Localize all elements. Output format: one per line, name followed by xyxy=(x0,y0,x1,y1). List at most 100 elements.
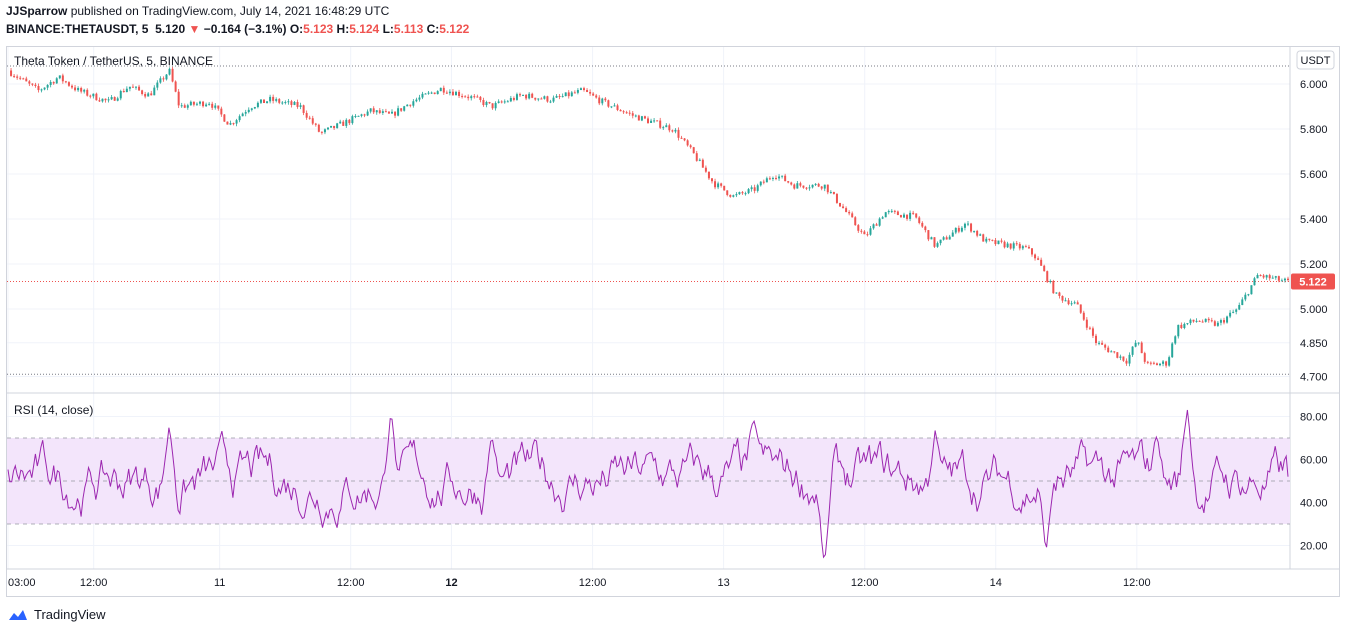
candle-body xyxy=(83,89,86,92)
time-axis-labels[interactable]: 03:00 12:00 11 12:00 12 12:00 13 12:00 14 12:00 xyxy=(8,577,1151,589)
candle-body xyxy=(101,98,104,102)
candle-body xyxy=(790,182,793,185)
candle-body xyxy=(1207,318,1210,321)
candle-body xyxy=(750,187,753,190)
footer-brand[interactable]: TradingView xyxy=(8,607,106,622)
candle-body xyxy=(186,105,189,108)
candle-body xyxy=(1058,292,1061,296)
rsi-axis-labels[interactable]: 80.00 60.00 40.00 20.00 xyxy=(1300,412,1328,553)
candle-body xyxy=(890,210,893,212)
time-tick-label: 12:00 xyxy=(1123,577,1151,589)
candle-body xyxy=(656,120,659,122)
candle-body xyxy=(506,101,509,103)
candle-body xyxy=(1216,322,1219,326)
candle-body xyxy=(860,230,863,232)
candle-body xyxy=(1235,309,1238,312)
candle-body xyxy=(406,104,409,107)
candle-body xyxy=(979,234,982,236)
candle-body xyxy=(238,116,241,121)
candle-body xyxy=(1244,294,1247,300)
candle-body xyxy=(756,185,759,191)
candle-body xyxy=(1168,357,1171,366)
candle-body xyxy=(903,214,905,218)
candle-body xyxy=(400,108,403,111)
candle-body xyxy=(107,99,110,101)
candle-body xyxy=(592,93,595,96)
candle-body xyxy=(930,237,933,240)
candle-body xyxy=(967,223,969,225)
candle-body xyxy=(177,91,180,106)
candle-body xyxy=(936,243,939,247)
candle-body xyxy=(997,240,1000,245)
candle-body xyxy=(1113,351,1116,353)
candle-body xyxy=(509,98,512,102)
candle-body xyxy=(704,167,707,172)
candle-body xyxy=(394,111,397,116)
candle-body xyxy=(448,91,451,94)
candle-body xyxy=(1180,324,1183,328)
candle-body xyxy=(86,89,89,96)
candle-body xyxy=(1165,361,1168,366)
candle-body xyxy=(832,191,835,194)
candle-body xyxy=(278,99,281,103)
candle-body xyxy=(397,108,400,116)
candle-body xyxy=(1283,278,1286,281)
candle-body xyxy=(366,111,369,116)
publish-info: JJSparrow published on TradingView.com, … xyxy=(6,4,389,18)
candle-body xyxy=(232,123,235,125)
candle-body xyxy=(1192,319,1195,322)
candle-body xyxy=(1082,312,1085,320)
candle-body xyxy=(817,183,820,187)
time-tick-label: 12:00 xyxy=(851,577,879,589)
candle-body xyxy=(1061,295,1064,301)
candle-body xyxy=(266,101,269,104)
low-label: L: xyxy=(382,22,394,36)
candle-body xyxy=(1079,304,1082,313)
candle-body xyxy=(1015,243,1018,245)
candle-body xyxy=(22,78,25,80)
candle-body xyxy=(948,236,951,240)
time-tick-label: 13 xyxy=(717,577,729,589)
candle-body xyxy=(165,74,168,80)
candle-body xyxy=(458,91,461,96)
candle-body xyxy=(528,93,531,99)
candle-body xyxy=(180,105,183,107)
candle-body xyxy=(500,101,503,103)
candle-body xyxy=(692,147,695,154)
candle-body xyxy=(1043,265,1046,272)
candle-body xyxy=(595,95,598,98)
candle-body xyxy=(141,90,144,94)
candle-body xyxy=(378,110,381,113)
price-axis-labels[interactable]: 6.000 5.800 5.600 5.400 5.200 5.000 4.850 4.700 xyxy=(1300,79,1328,384)
candle-body xyxy=(171,68,174,82)
candle-body xyxy=(320,131,323,133)
candle-body xyxy=(387,111,390,114)
candle-body xyxy=(1143,353,1146,362)
candle-body xyxy=(77,87,80,91)
candle-body xyxy=(159,78,162,83)
candle-body xyxy=(494,102,497,109)
candle-body xyxy=(579,88,582,91)
author-name[interactable]: JJSparrow xyxy=(6,4,68,18)
candle-body xyxy=(1177,324,1180,337)
candle-body xyxy=(174,81,177,92)
candle-body xyxy=(619,109,622,112)
candle-body xyxy=(1000,240,1003,242)
candle-body xyxy=(1073,302,1076,304)
candle-body xyxy=(1125,360,1128,364)
candle-body xyxy=(735,194,738,196)
candle-body xyxy=(55,78,58,84)
candle-body xyxy=(308,117,311,119)
candle-body xyxy=(153,87,156,96)
candle-body xyxy=(878,218,881,226)
candle-body xyxy=(202,101,205,107)
candle-body xyxy=(884,212,887,218)
candle-body xyxy=(933,237,936,247)
currency-badge[interactable] xyxy=(1296,50,1335,70)
candle-body xyxy=(640,116,643,121)
candle-body xyxy=(445,92,448,94)
candle-body xyxy=(345,119,348,126)
candle-body xyxy=(671,130,674,132)
price-tick-label: 5.000 xyxy=(1300,304,1328,316)
